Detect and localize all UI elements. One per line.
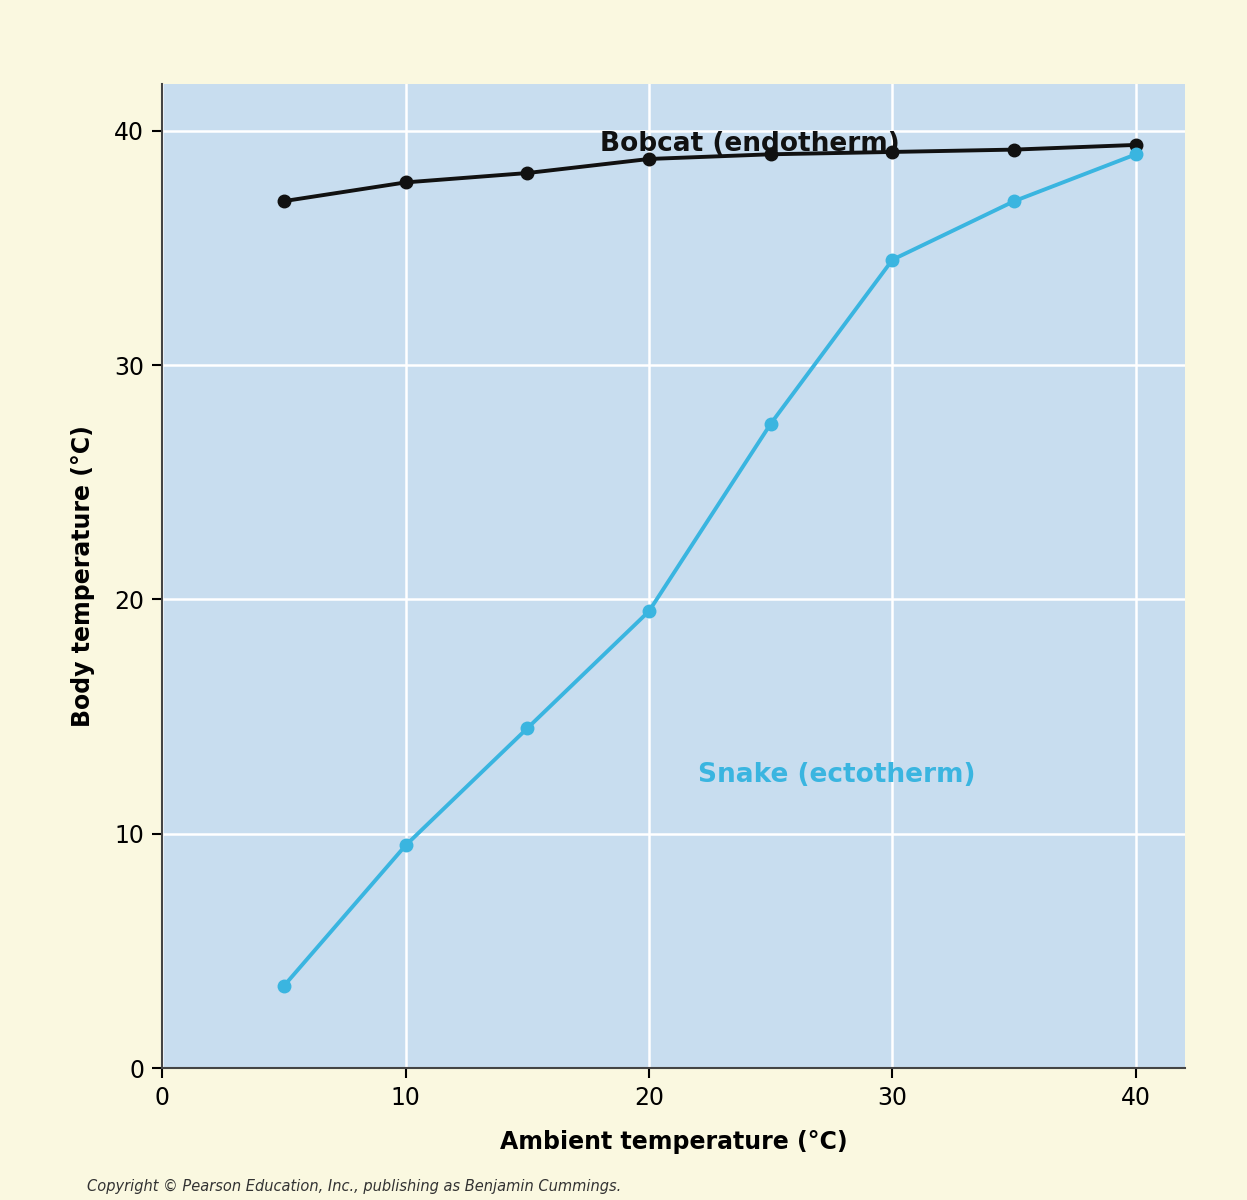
Text: Bobcat (endotherm): Bobcat (endotherm) — [600, 131, 900, 157]
Text: Snake (ectotherm): Snake (ectotherm) — [698, 762, 975, 788]
X-axis label: Ambient temperature (°C): Ambient temperature (°C) — [500, 1129, 847, 1153]
Y-axis label: Body temperature (°C): Body temperature (°C) — [71, 425, 95, 727]
Text: Copyright © Pearson Education, Inc., publishing as Benjamin Cummings.: Copyright © Pearson Education, Inc., pub… — [87, 1178, 621, 1194]
